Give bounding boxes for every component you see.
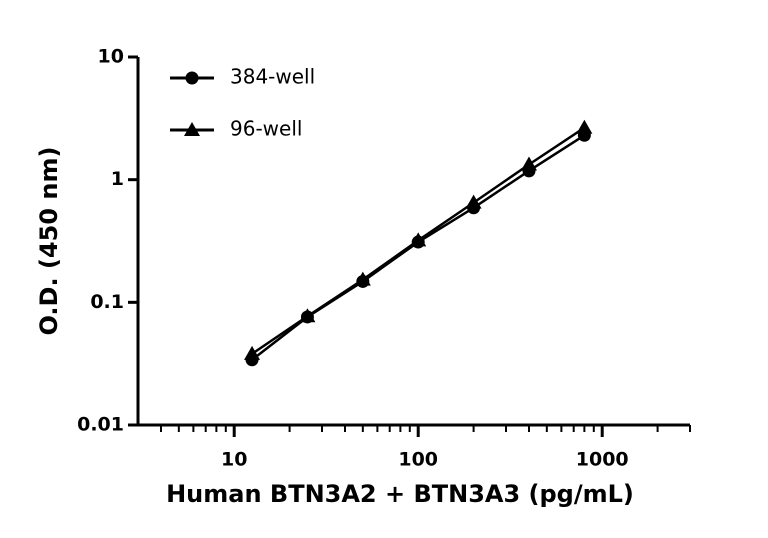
y-tick-label: 0.01: [77, 414, 124, 436]
y-axis-title: O.D. (450 nm): [35, 147, 63, 336]
y-tick-label: 0.1: [90, 291, 124, 313]
marker: [299, 308, 316, 323]
x-axis-title: Human BTN3A2 + BTN3A3 (pg/mL): [166, 480, 634, 508]
marker: [520, 156, 537, 171]
x-tick-label: 100: [398, 449, 438, 471]
marker: [576, 119, 593, 134]
x-tick-label: 1000: [576, 449, 629, 471]
marker: [410, 232, 427, 247]
marker: [244, 345, 261, 360]
y-tick-label: 10: [98, 46, 124, 68]
x-tick-label: 10: [221, 449, 247, 471]
marker: [184, 122, 200, 136]
marker: [354, 271, 371, 286]
legend-label: 384-well: [230, 65, 315, 89]
y-tick-label: 1: [111, 168, 124, 190]
marker: [185, 71, 199, 85]
legend-label: 96-well: [230, 117, 302, 141]
marker: [465, 194, 482, 209]
